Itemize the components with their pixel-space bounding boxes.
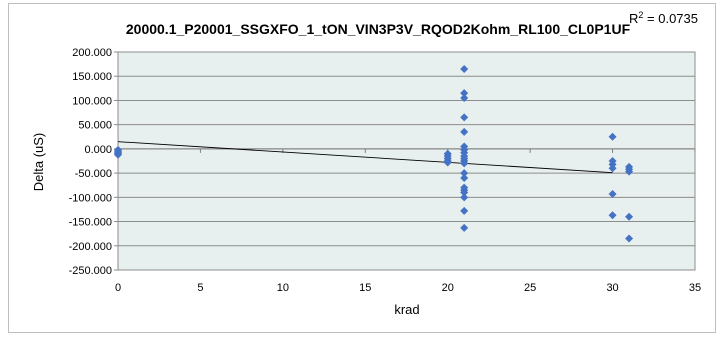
data-point: [460, 193, 469, 202]
r-squared-superscript: 2: [638, 10, 643, 20]
y-tick-label: 100.000: [72, 95, 112, 107]
r-squared-value: = 0.0735: [643, 11, 698, 26]
data-point: [460, 64, 469, 73]
y-tick-label: -150.000: [69, 217, 112, 229]
data-point: [460, 89, 469, 98]
y-tick-label: 200.000: [72, 47, 112, 59]
data-point: [114, 150, 122, 159]
data-point: [460, 169, 469, 178]
r-squared-symbol: R: [629, 11, 638, 26]
r-squared-label: R2 = 0.0735: [629, 10, 698, 26]
y-tick-label: 0.000: [84, 144, 112, 156]
x-tick-label: 20: [442, 282, 454, 294]
data-point: [625, 234, 634, 243]
trendline: [117, 141, 613, 174]
data-points: [114, 64, 634, 243]
chart-frame: 20000.1_P20001_SSGXFO_1_tON_VIN3P3V_RQOD…: [8, 3, 716, 333]
data-point: [608, 132, 617, 141]
x-tick-label: 10: [277, 282, 289, 294]
data-point: [460, 188, 469, 197]
y-tick-label: -250.000: [69, 265, 112, 277]
x-tick-label: 25: [524, 282, 536, 294]
data-point: [608, 164, 617, 173]
y-tick-label: 150.000: [72, 71, 112, 83]
x-tick-label: 0: [115, 282, 121, 294]
data-point: [460, 159, 469, 168]
x-tick-label: 5: [197, 282, 203, 294]
data-point: [460, 223, 469, 232]
x-axis-label: krad: [394, 302, 419, 317]
data-point: [608, 211, 617, 220]
x-tick-label: 15: [359, 282, 371, 294]
axes: [114, 51, 696, 271]
y-tick-label: -50.000: [75, 168, 112, 180]
data-point: [460, 173, 469, 182]
y-tick-label: 50.000: [78, 120, 112, 132]
chart-svg: 20000.1_P20001_SSGXFO_1_tON_VIN3P3V_RQOD…: [31, 10, 702, 317]
y-tick-label: -200.000: [69, 241, 112, 253]
x-tick-label: 35: [689, 282, 701, 294]
y-axis-label: Delta (uS): [31, 133, 46, 192]
tick-labels: 200.000 150.000 100.000 50.000 0.000 -50.000 -…: [69, 47, 702, 294]
y-tick-label: -100.000: [69, 192, 112, 204]
data-point: [460, 127, 469, 136]
data-point: [608, 189, 617, 198]
data-point: [625, 212, 634, 221]
data-point: [460, 94, 469, 103]
data-point: [625, 167, 634, 176]
data-point: [460, 206, 469, 215]
data-point: [460, 113, 469, 122]
data-point: [443, 158, 452, 167]
chart-title: 20000.1_P20001_SSGXFO_1_tON_VIN3P3V_RQOD…: [126, 21, 631, 37]
plot-area: [117, 51, 696, 271]
x-tick-label: 30: [606, 282, 618, 294]
